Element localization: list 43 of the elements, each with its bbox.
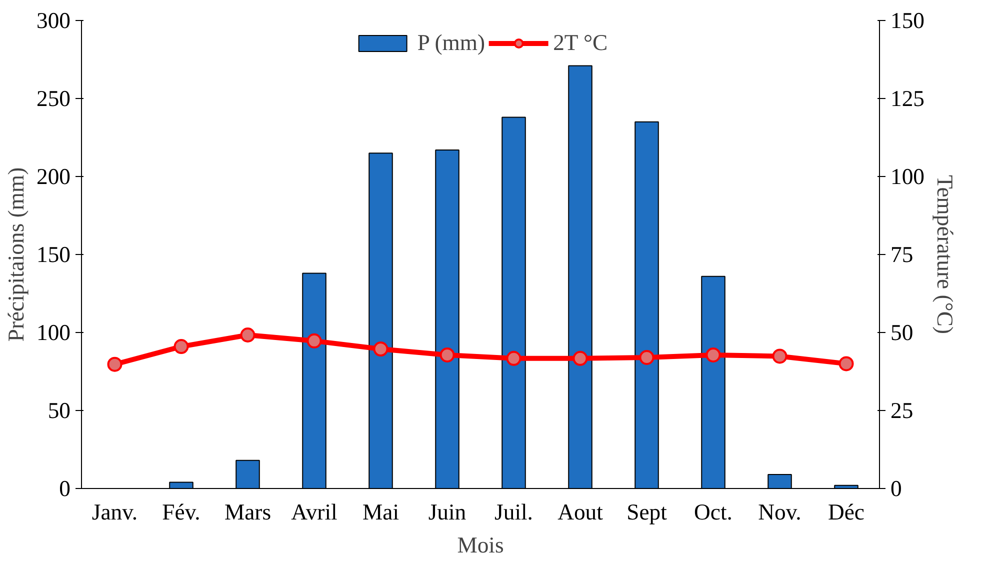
x-tick-label: Juil. bbox=[494, 500, 533, 524]
legend-label: 2T °C bbox=[553, 30, 608, 56]
point bbox=[838, 356, 854, 372]
point bbox=[440, 347, 455, 362]
point bbox=[174, 339, 189, 354]
x-tick-label: Janv. bbox=[92, 500, 138, 524]
y2-tick-label: 150 bbox=[890, 8, 924, 33]
x-axis-title: Mois bbox=[457, 532, 504, 558]
y2-tick-label: 0 bbox=[890, 476, 902, 501]
y2-tick-label: 75 bbox=[890, 242, 914, 267]
y-tick-label: 0 bbox=[59, 476, 70, 501]
x-tick-label: Sept bbox=[626, 500, 668, 524]
point bbox=[506, 350, 522, 366]
y2-axis-title: Température (°C) bbox=[932, 174, 958, 334]
legend-label: P (mm) bbox=[417, 30, 486, 56]
y2-tick-label: 100 bbox=[890, 164, 924, 189]
x-tick-label: Avril bbox=[291, 500, 338, 524]
x-tick-label: Oct. bbox=[694, 500, 732, 524]
x-tick-label: Fév. bbox=[162, 500, 200, 524]
y2-tick-label: 50 bbox=[890, 320, 914, 345]
x-tick-label: Déc bbox=[828, 500, 864, 524]
y-tick-label: 150 bbox=[36, 242, 70, 267]
y2-tick-label: 25 bbox=[890, 398, 914, 423]
x-tick-label: Mai bbox=[362, 500, 399, 524]
y-tick-label: 250 bbox=[36, 86, 70, 111]
y-tick-label: 50 bbox=[48, 398, 70, 423]
x-tick-label: Mars bbox=[224, 500, 272, 524]
y-tick-label: 100 bbox=[36, 320, 70, 345]
y2-tick-label: 125 bbox=[890, 86, 924, 111]
point bbox=[706, 347, 721, 362]
y-tick-label: 200 bbox=[36, 164, 70, 189]
point bbox=[240, 328, 256, 342]
x-tick-label: Nov. bbox=[758, 500, 802, 524]
point bbox=[107, 356, 122, 372]
y-axis-title: Précipitaions (mm) bbox=[4, 167, 29, 342]
point bbox=[639, 350, 654, 365]
point bbox=[572, 350, 588, 366]
point bbox=[373, 342, 388, 357]
point bbox=[772, 348, 788, 364]
x-tick-label: Juin bbox=[428, 500, 466, 524]
x-tick-label: Aout bbox=[558, 500, 604, 524]
point bbox=[306, 333, 322, 348]
y-tick-label: 300 bbox=[36, 8, 70, 33]
